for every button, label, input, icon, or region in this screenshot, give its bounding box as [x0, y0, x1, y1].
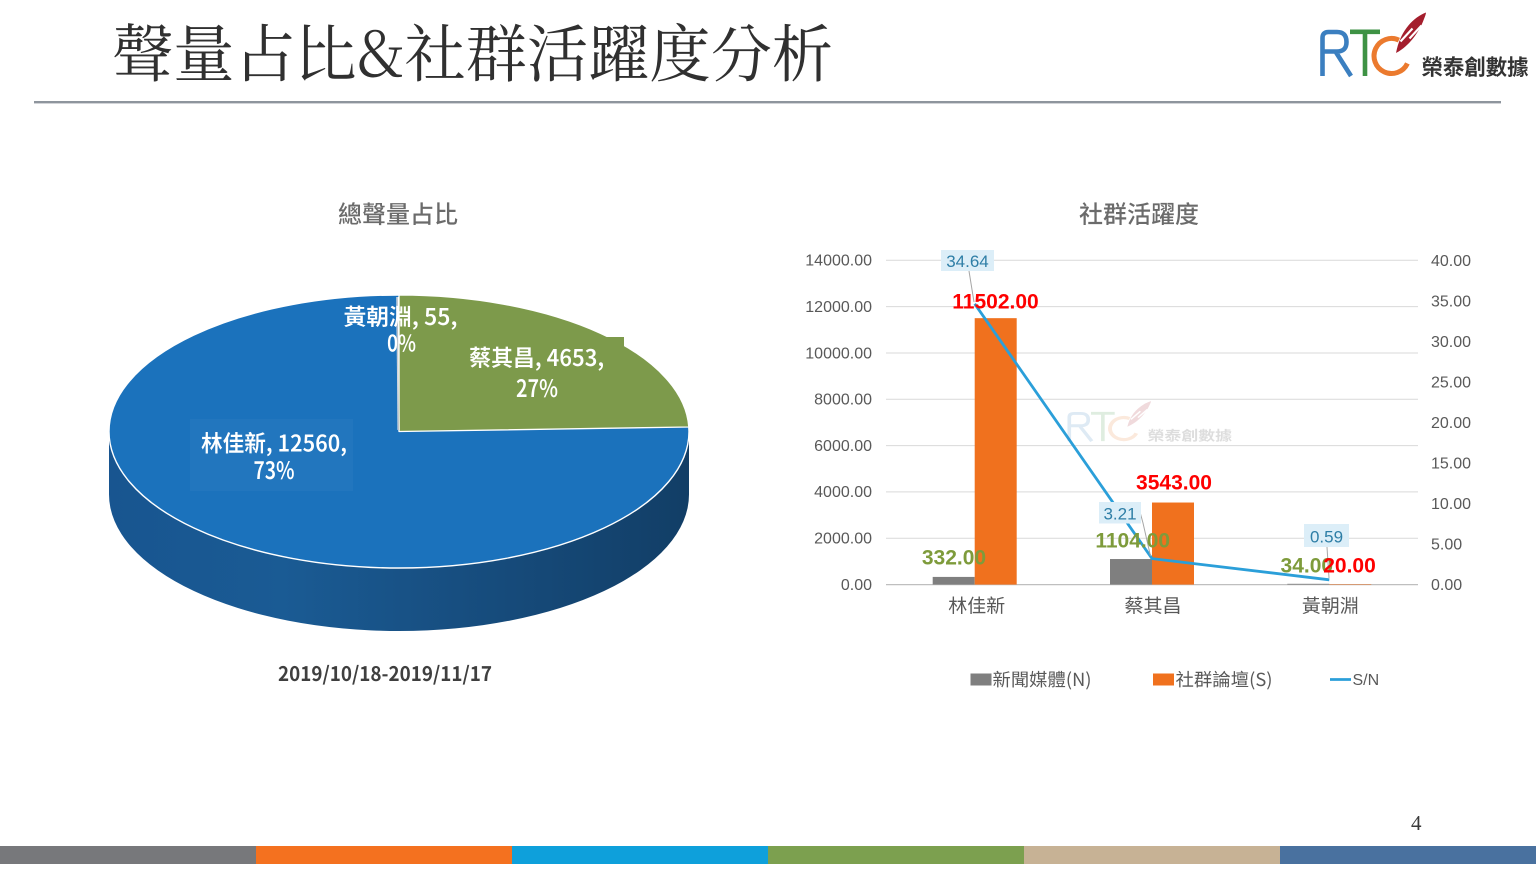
svg-text:12000.00: 12000.00 — [805, 299, 872, 316]
svg-text:3.21: 3.21 — [1103, 505, 1136, 524]
svg-text:S/N: S/N — [1353, 672, 1380, 689]
svg-text:10.00: 10.00 — [1431, 496, 1471, 513]
svg-text:8000.00: 8000.00 — [814, 392, 872, 409]
svg-text:30.00: 30.00 — [1431, 334, 1471, 351]
svg-text:25.00: 25.00 — [1431, 374, 1471, 391]
svg-text:34.64: 34.64 — [946, 252, 989, 271]
svg-text:1104.00: 1104.00 — [1095, 530, 1170, 553]
svg-text:2000.00: 2000.00 — [814, 531, 872, 548]
svg-text:40.00: 40.00 — [1431, 253, 1471, 270]
svg-text:11502.00: 11502.00 — [952, 291, 1038, 314]
svg-text:20.00: 20.00 — [1323, 555, 1376, 578]
svg-text:3543.00: 3543.00 — [1136, 472, 1212, 495]
svg-text:6000.00: 6000.00 — [814, 438, 872, 455]
svg-text:20.00: 20.00 — [1431, 415, 1471, 432]
svg-text:332.00: 332.00 — [922, 547, 986, 570]
svg-text:35.00: 35.00 — [1431, 293, 1471, 310]
svg-text:0.00: 0.00 — [1431, 577, 1462, 594]
svg-text:15.00: 15.00 — [1431, 456, 1471, 473]
svg-text:10000.00: 10000.00 — [805, 345, 872, 362]
svg-text:0.59: 0.59 — [1310, 528, 1343, 547]
svg-text:4: 4 — [1411, 811, 1422, 835]
svg-text:0.00: 0.00 — [841, 577, 872, 594]
svg-text:5.00: 5.00 — [1431, 537, 1462, 554]
svg-text:4000.00: 4000.00 — [814, 484, 872, 501]
svg-text:14000.00: 14000.00 — [805, 253, 872, 270]
